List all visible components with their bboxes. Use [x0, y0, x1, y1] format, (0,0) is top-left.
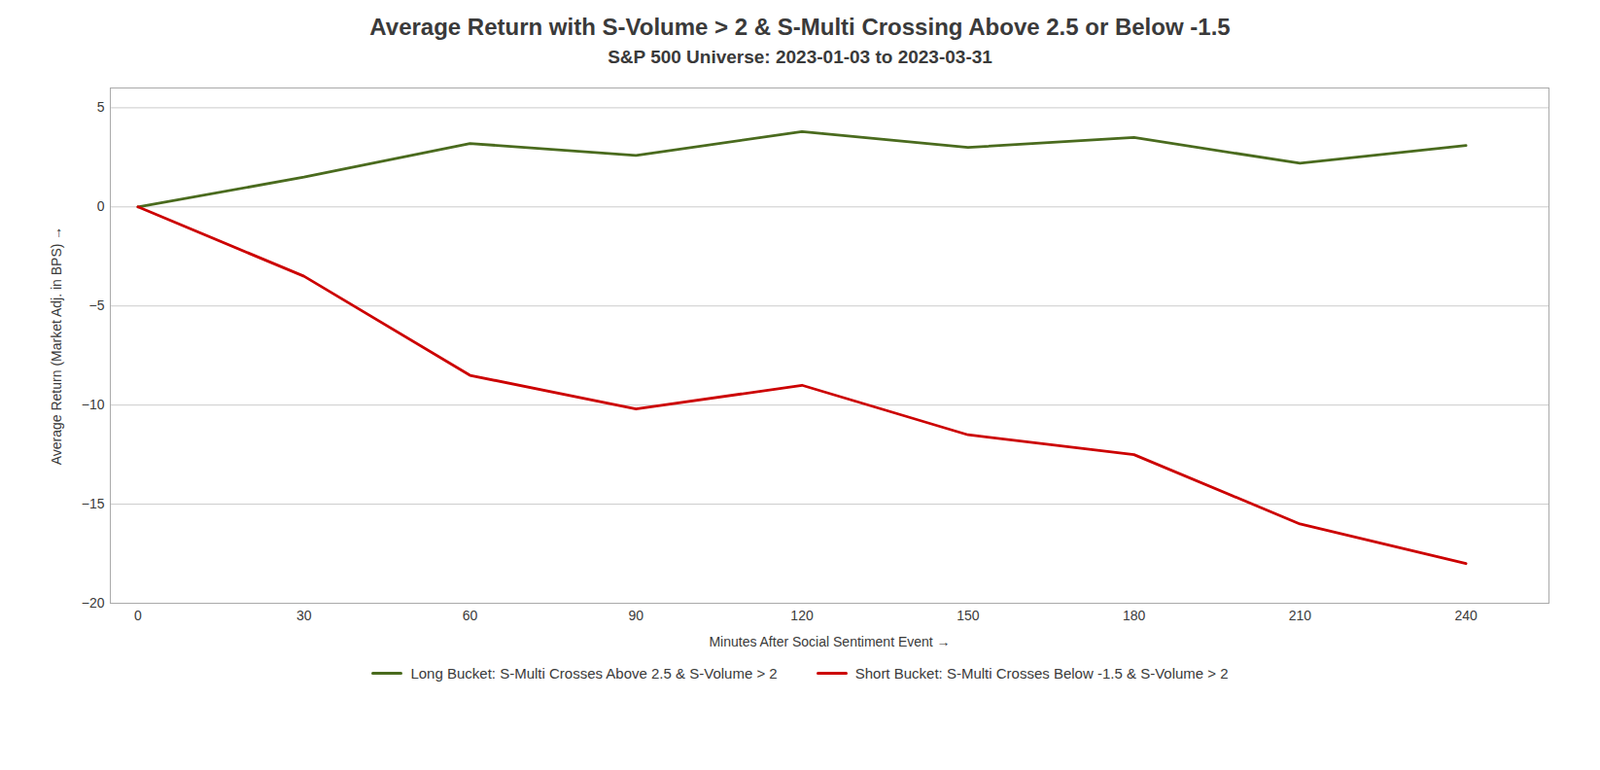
html-text:S&P 500 Universe: 2023-01-03 t: S&P 500 Universe: 2023-01-03 to 2023-03-…	[607, 46, 993, 68]
html-text:Long Bucket: S-Multi Crosses A: Long Bucket: S-Multi Crosses Above 2.5 &…	[410, 664, 778, 682]
svg-text:0: 0	[134, 607, 142, 624]
svg-text:210: 210	[1288, 607, 1313, 624]
svg-text:120: 120	[790, 607, 814, 624]
html-text:Short Bucket: S-Multi Crosses: Short Bucket: S-Multi Crosses Below -1.5…	[855, 664, 1229, 682]
svg-text:180: 180	[1122, 607, 1147, 624]
svg-text:−15: −15	[81, 495, 105, 512]
svg-text:90: 90	[627, 607, 644, 624]
svg-text:−5: −5	[89, 297, 105, 314]
svg-text:0: 0	[97, 198, 105, 214]
svg-text:Average Return (Market Adj. in: Average Return (Market Adj. in BPS) →	[48, 226, 65, 466]
svg-text:60: 60	[462, 607, 479, 624]
svg-text:−10: −10	[81, 396, 105, 413]
svg-text:30: 30	[296, 607, 313, 624]
html-text:Average Return with S-Volume >: Average Return with S-Volume > 2 & S-Mul…	[369, 13, 1231, 40]
svg-text:−20: −20	[81, 594, 105, 611]
svg-text:150: 150	[956, 607, 980, 624]
svg-text:5: 5	[97, 99, 105, 115]
svg-text:240: 240	[1454, 607, 1478, 624]
svg-text:Minutes After Social Sentiment: Minutes After Social Sentiment Event →	[708, 633, 950, 650]
